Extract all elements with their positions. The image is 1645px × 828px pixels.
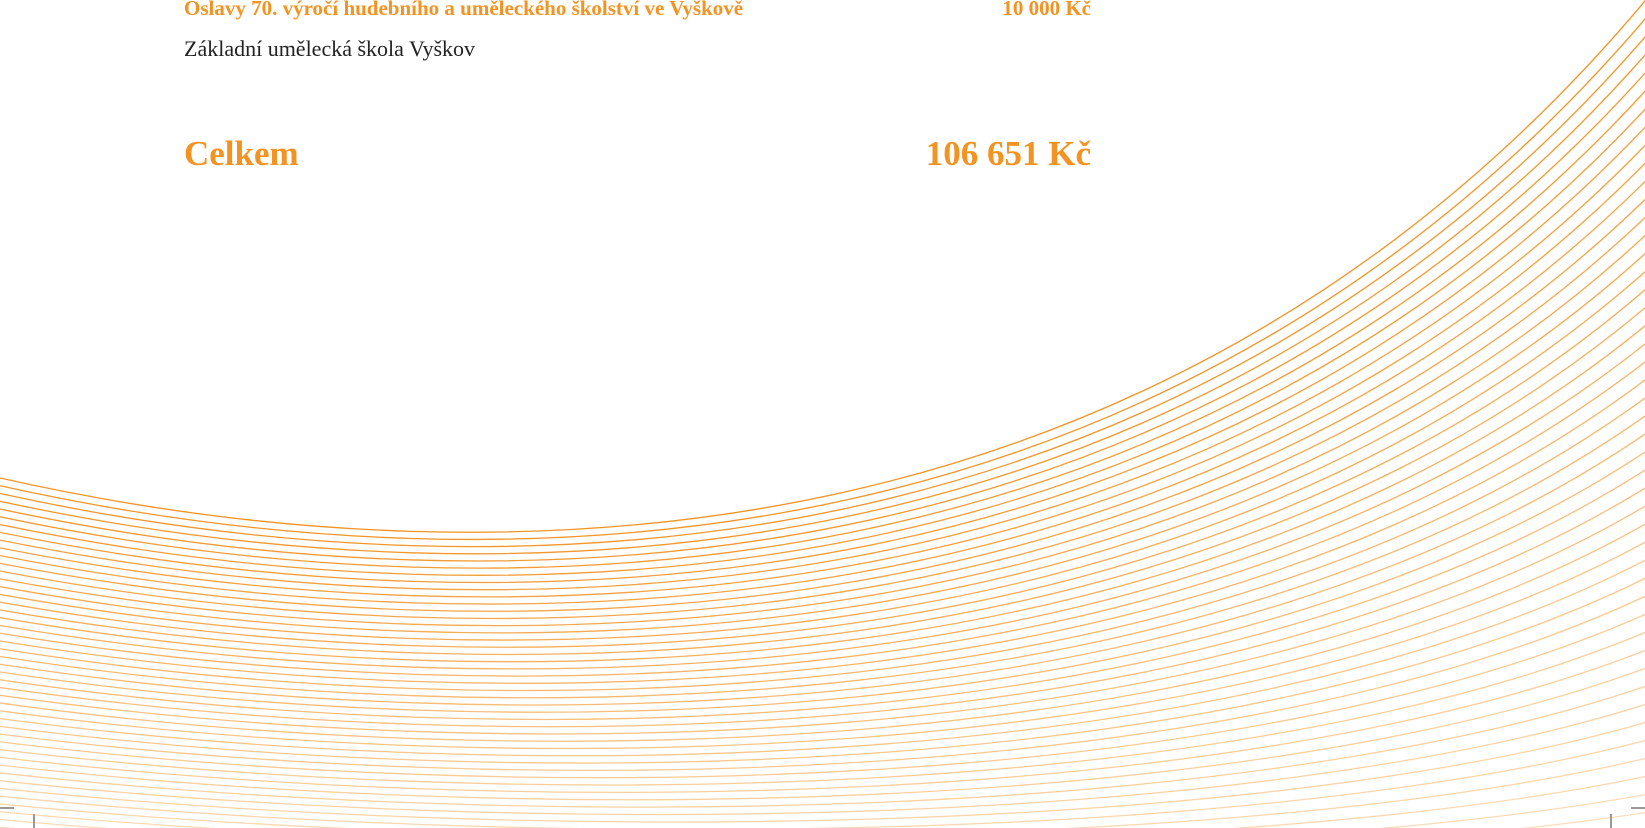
curve-line — [0, 49, 1645, 553]
curve-line — [0, 158, 1645, 597]
total-label: Celkem — [184, 134, 299, 174]
curve-line — [0, 249, 1645, 633]
total-amount: 106 651 Kč — [926, 134, 1091, 174]
page: Oslavy 70. výročí hudebního a uměleckého… — [0, 0, 1645, 828]
item-title: Oslavy 70. výročí hudebního a uměleckého… — [184, 0, 743, 21]
curve-line — [0, 0, 1645, 532]
curve-line — [0, 285, 1645, 647]
curve-line — [0, 177, 1645, 605]
item-organization: Základní umělecká škola Vyškov — [184, 36, 475, 62]
curve-line — [0, 394, 1645, 690]
curve-line — [0, 304, 1645, 655]
curve-line — [0, 140, 1645, 589]
curve-line — [0, 739, 1645, 828]
curve-line — [0, 449, 1645, 712]
curve-line — [0, 612, 1645, 777]
decorative-curves — [0, 0, 1645, 828]
item-amount: 10 000 Kč — [1002, 0, 1091, 21]
curve-line — [0, 757, 1645, 828]
curve-line — [0, 13, 1645, 539]
